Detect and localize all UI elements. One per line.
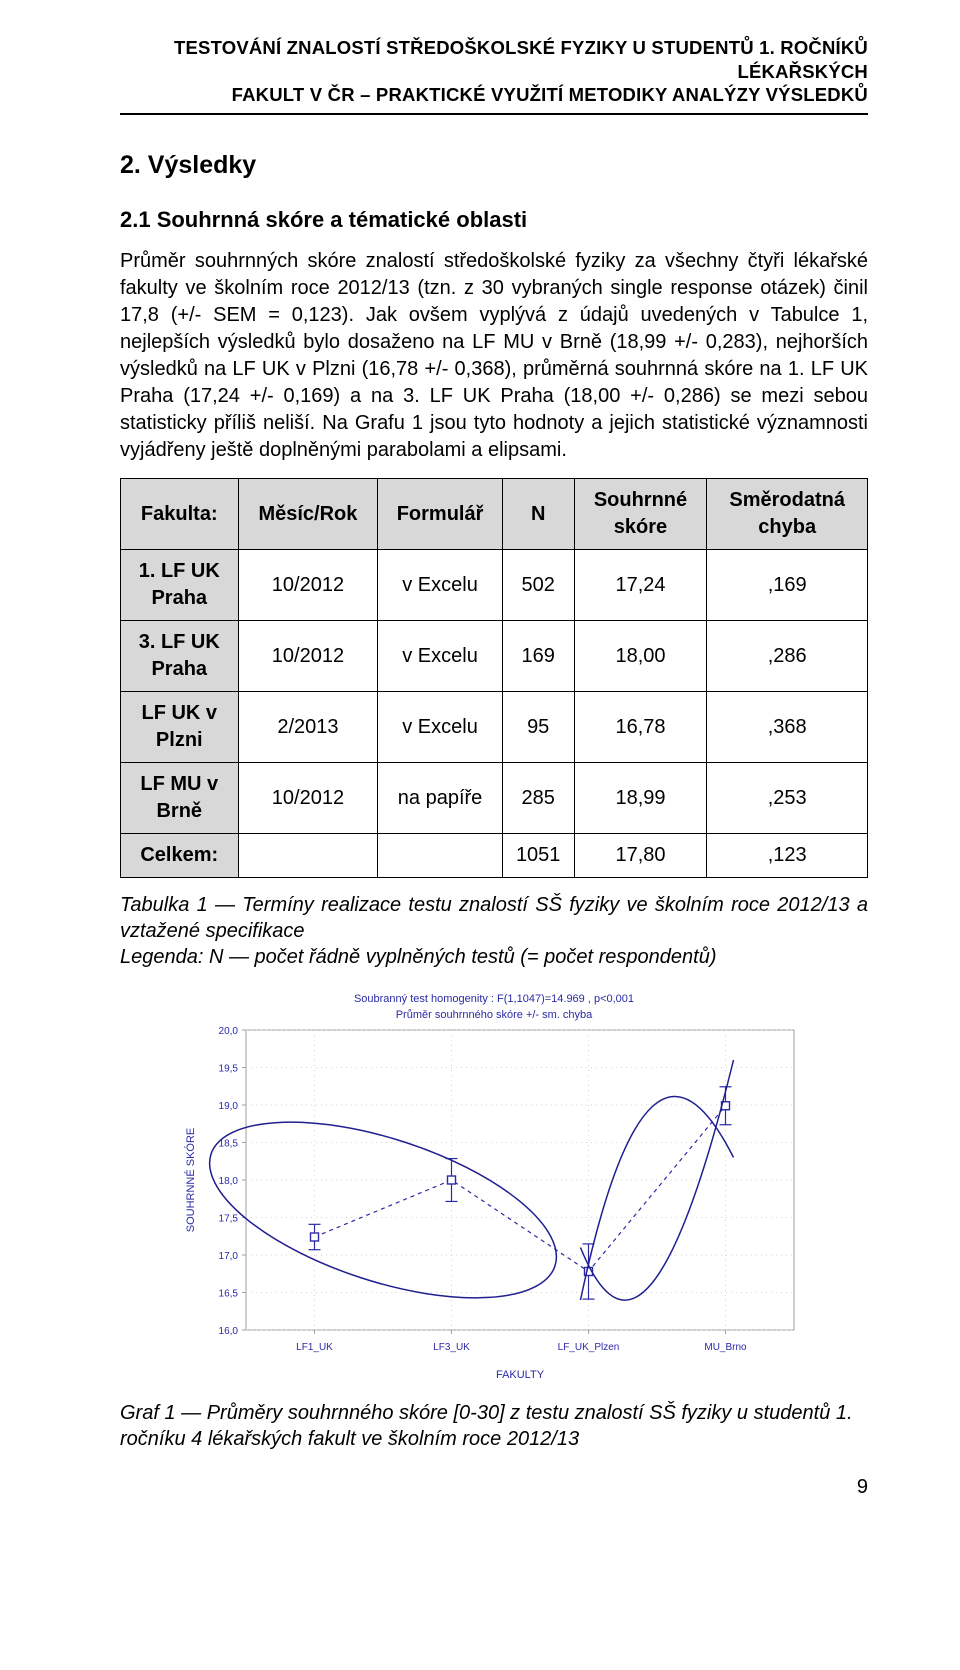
table-rowhead-cell: Celkem: — [121, 834, 239, 878]
svg-text:LF1_UK: LF1_UK — [296, 1342, 333, 1353]
svg-text:16,5: 16,5 — [219, 1289, 239, 1300]
table-header-cell: Fakulta: — [121, 479, 239, 550]
chart-container: Soubranný test homogenity : F(1,1047)=14… — [120, 986, 868, 1386]
table-rowhead-cell: 3. LF UKPraha — [121, 621, 239, 692]
results-table: Fakulta:Měsíc/RokFormulářNSouhrnnéskóreS… — [120, 478, 868, 878]
svg-text:LF3_UK: LF3_UK — [433, 1342, 470, 1353]
table-row: 1. LF UKPraha10/2012v Excelu50217,24,169 — [121, 550, 868, 621]
table-cell: 10/2012 — [238, 763, 378, 834]
table-caption-text: Tabulka 1 — Termíny realizace testu znal… — [120, 894, 868, 942]
running-header: TESTOVÁNÍ ZNALOSTÍ STŘEDOŠKOLSKÉ FYZIKY … — [120, 36, 868, 107]
table-legend: Legenda: N — počet řádně vyplněných test… — [120, 946, 717, 968]
chart-caption: Graf 1 — Průměry souhrnného skóre [0-30]… — [120, 1400, 868, 1452]
table-cell: v Excelu — [378, 621, 502, 692]
body-paragraph: Průměr souhrnných skóre znalostí středoš… — [120, 248, 868, 464]
table-header-cell: Formulář — [378, 479, 502, 550]
table-cell: 502 — [502, 550, 574, 621]
table-header-cell: Měsíc/Rok — [238, 479, 378, 550]
table-cell: 2/2013 — [238, 692, 378, 763]
table-cell: 169 — [502, 621, 574, 692]
table-header-cell: N — [502, 479, 574, 550]
table-cell: ,169 — [707, 550, 868, 621]
svg-text:MU_Brno: MU_Brno — [704, 1342, 747, 1353]
table-row: LF MU vBrně10/2012na papíře28518,99,253 — [121, 763, 868, 834]
svg-text:Soubranný test homogenity : F(: Soubranný test homogenity : F(1,1047)=14… — [354, 993, 634, 1005]
table-caption: Tabulka 1 — Termíny realizace testu znal… — [120, 892, 868, 970]
table-rowhead-cell: LF MU vBrně — [121, 763, 239, 834]
table-cell: 95 — [502, 692, 574, 763]
table-cell: ,286 — [707, 621, 868, 692]
svg-text:19,5: 19,5 — [219, 1064, 239, 1075]
running-header-line2: FAKULT V ČR – PRAKTICKÉ VYUŽITÍ METODIKY… — [232, 84, 868, 105]
table-cell: 18,00 — [574, 621, 707, 692]
svg-text:Průměr souhrnného skóre +/- sm: Průměr souhrnného skóre +/- sm. chyba — [396, 1009, 593, 1021]
svg-text:17,0: 17,0 — [219, 1251, 239, 1262]
table-cell: 17,24 — [574, 550, 707, 621]
svg-text:19,0: 19,0 — [219, 1101, 239, 1112]
table-cell: na papíře — [378, 763, 502, 834]
svg-text:20,0: 20,0 — [219, 1026, 239, 1037]
table-row: Celkem: 105117,80,123 — [121, 834, 868, 878]
table-cell — [238, 834, 378, 878]
svg-text:LF_UK_Plzen: LF_UK_Plzen — [558, 1342, 620, 1353]
table-header-cell: Směrodatnáchyba — [707, 479, 868, 550]
table-rowhead-cell: LF UK vPlzni — [121, 692, 239, 763]
table-rowhead-cell: 1. LF UKPraha — [121, 550, 239, 621]
page-number: 9 — [120, 1474, 868, 1501]
svg-text:SOUHRNNÉ SKÓRE: SOUHRNNÉ SKÓRE — [184, 1128, 197, 1233]
table-cell: 10/2012 — [238, 621, 378, 692]
table-cell: ,368 — [707, 692, 868, 763]
table-cell — [378, 834, 502, 878]
svg-text:FAKULTY: FAKULTY — [496, 1369, 545, 1381]
svg-text:18,0: 18,0 — [219, 1176, 239, 1187]
table-cell: 10/2012 — [238, 550, 378, 621]
table-cell: ,123 — [707, 834, 868, 878]
table-cell: 285 — [502, 763, 574, 834]
table-cell: v Excelu — [378, 550, 502, 621]
subsection-title: 2.1 Souhrnná skóre a tématické oblasti — [120, 205, 868, 235]
section-title: 2. Výsledky — [120, 149, 868, 183]
table-cell: 1051 — [502, 834, 574, 878]
table-header-cell: Souhrnnéskóre — [574, 479, 707, 550]
summary-score-chart: Soubranný test homogenity : F(1,1047)=14… — [174, 986, 814, 1386]
table-cell: 18,99 — [574, 763, 707, 834]
table-row: 3. LF UKPraha10/2012v Excelu16918,00,286 — [121, 621, 868, 692]
svg-text:17,5: 17,5 — [219, 1214, 239, 1225]
table-cell: v Excelu — [378, 692, 502, 763]
table-cell: ,253 — [707, 763, 868, 834]
table-cell: 16,78 — [574, 692, 707, 763]
table-row: LF UK vPlzni2/2013v Excelu9516,78,368 — [121, 692, 868, 763]
table-cell: 17,80 — [574, 834, 707, 878]
header-rule — [120, 113, 868, 115]
running-header-line1: TESTOVÁNÍ ZNALOSTÍ STŘEDOŠKOLSKÉ FYZIKY … — [174, 37, 868, 82]
svg-text:16,0: 16,0 — [219, 1326, 239, 1337]
